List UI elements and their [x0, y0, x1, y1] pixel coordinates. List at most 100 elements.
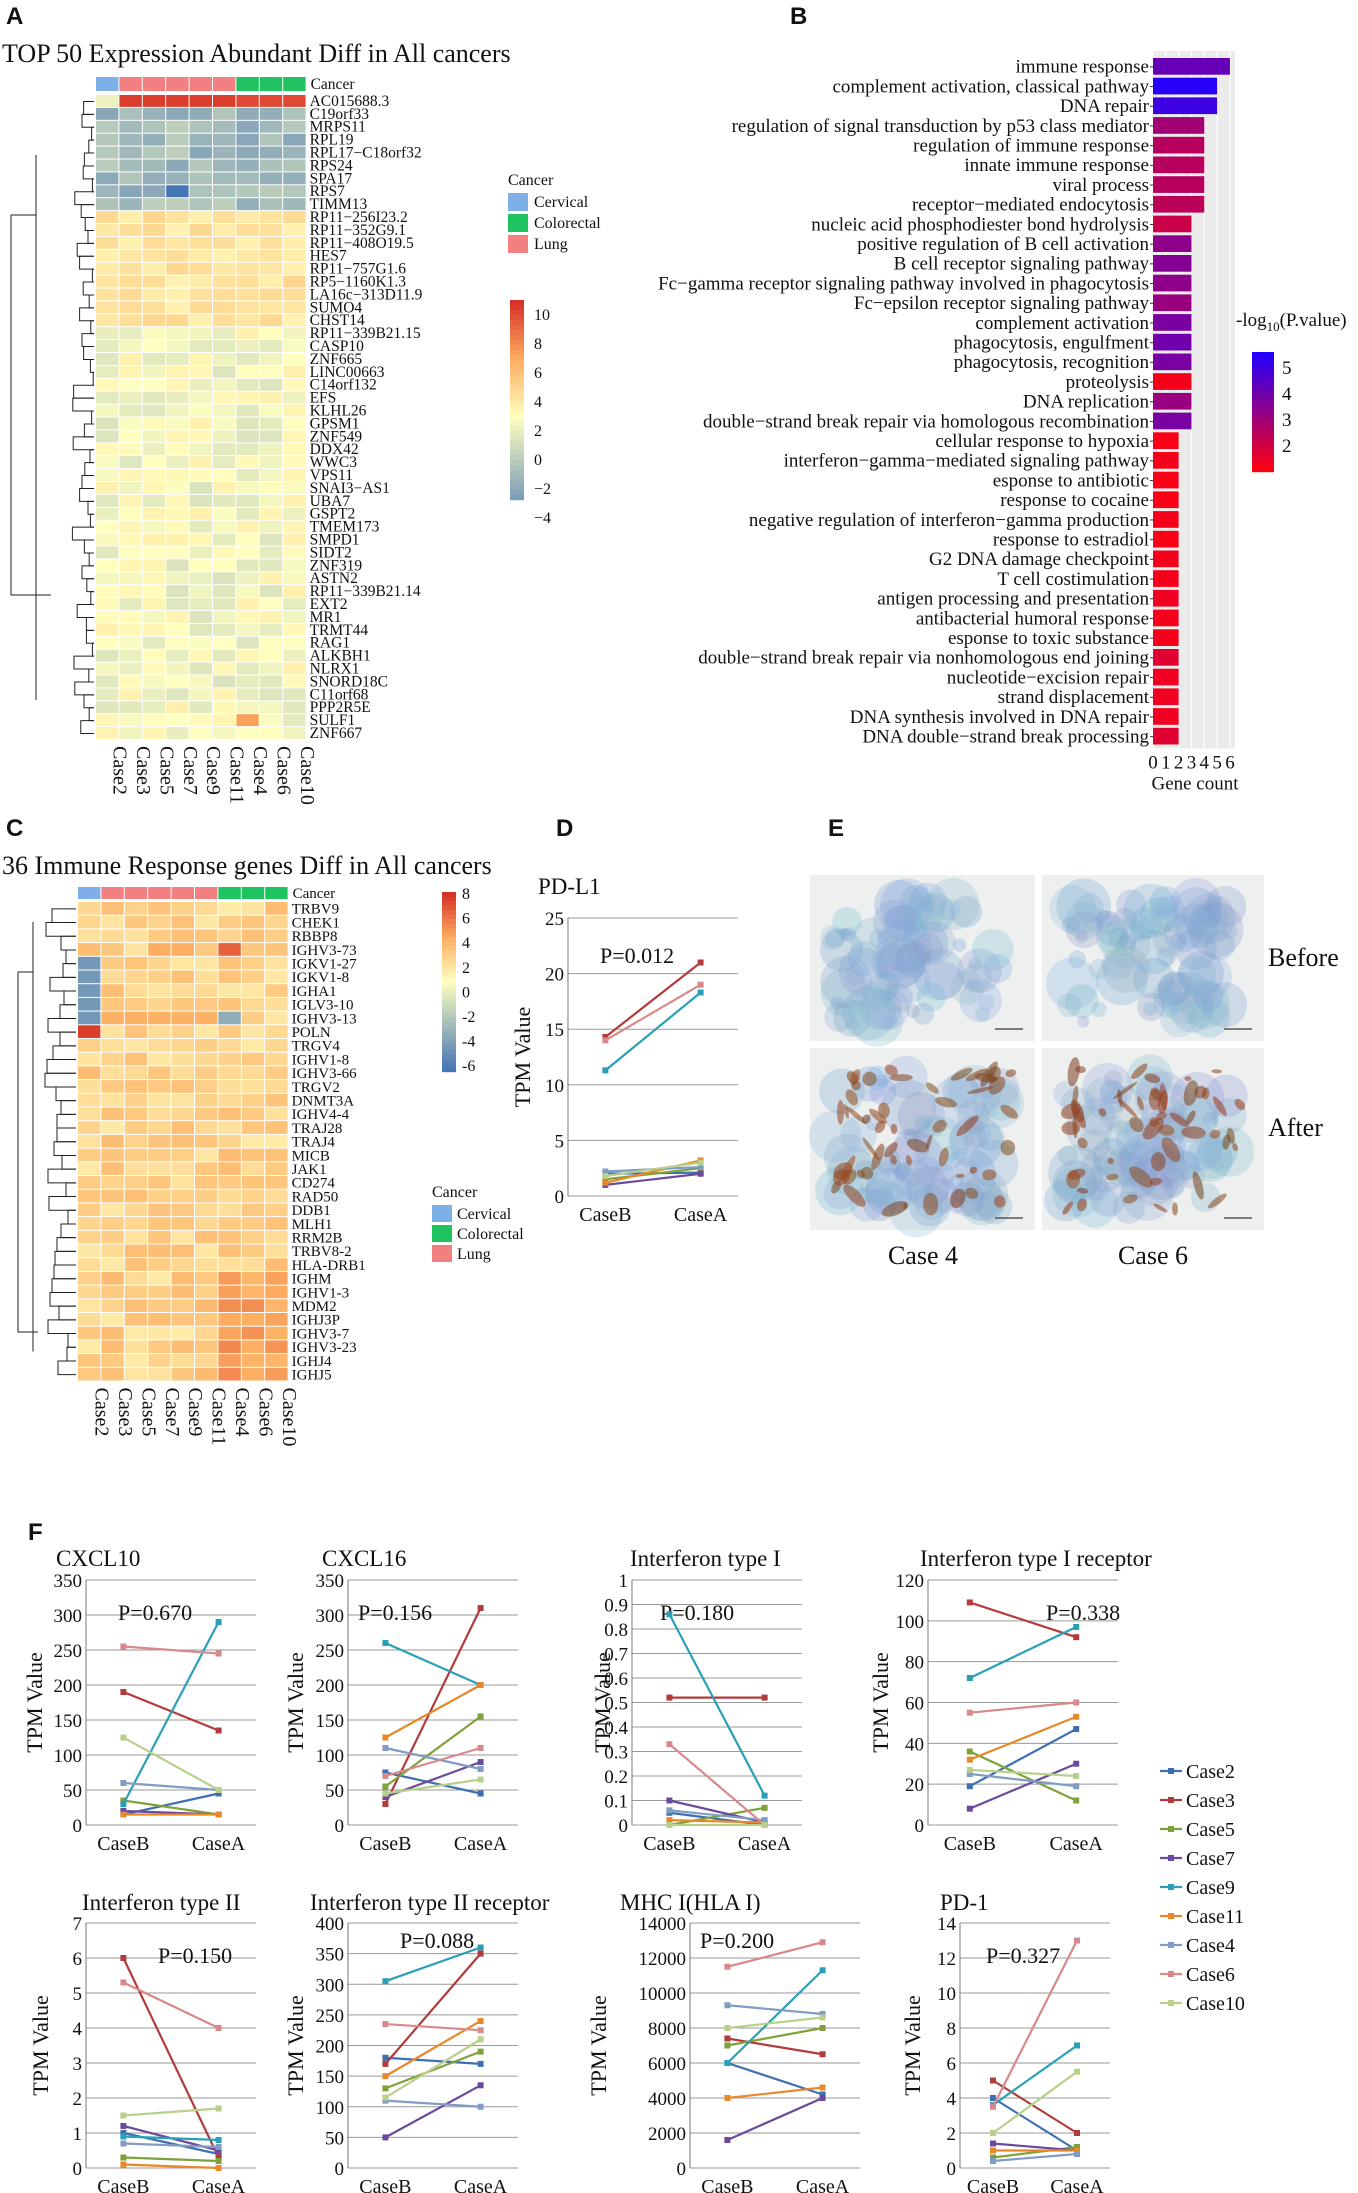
gene-label: TMEM173 — [310, 519, 380, 536]
heatmap-cell — [241, 997, 265, 1011]
heatmap-cell — [236, 714, 259, 727]
heatmap-cell — [142, 353, 166, 365]
series-case6 — [120, 1643, 222, 1657]
heatmap-cell — [189, 469, 212, 481]
heatmap-cell — [148, 1340, 171, 1354]
heatmap-cell — [142, 107, 166, 120]
gene-label: MLH1 — [292, 1217, 333, 1233]
heatmap-cell — [119, 146, 142, 159]
series-line — [123, 1799, 219, 1816]
data-point — [477, 2060, 484, 2067]
heatmap-cell — [195, 1326, 218, 1340]
heatmap-cell — [78, 1354, 101, 1367]
row-dendrogram — [10, 100, 94, 735]
heatmap-cell — [124, 1039, 148, 1052]
heatmap-cell — [119, 546, 142, 559]
gene-label: CHST14 — [310, 312, 365, 329]
heatmap-cell — [236, 340, 259, 352]
heatmap-cell — [259, 249, 283, 262]
tissue-blob — [1221, 923, 1238, 940]
heatmap-cell — [265, 1217, 288, 1230]
heatmap-cell — [124, 1134, 148, 1148]
heatmap-cell — [218, 902, 241, 915]
case-label: Case10 — [278, 1388, 300, 1447]
data-point — [382, 1790, 389, 1797]
stain-blob — [934, 1097, 958, 1108]
heatmap-cell — [119, 430, 142, 443]
heatmap-cell — [78, 1271, 101, 1285]
y-axis-title: TPM Value — [22, 1652, 47, 1752]
heatmap-cell — [119, 365, 142, 378]
colorbar-tick: 0 — [534, 452, 542, 469]
heatmap-cell — [119, 559, 142, 572]
heatmap-cell — [265, 1162, 288, 1175]
y-tick-label: 50 — [325, 1781, 344, 1802]
series-case3 — [602, 959, 704, 1040]
heatmap-cell — [218, 1080, 241, 1093]
tissue-blob — [880, 1080, 937, 1136]
heatmap-cell — [166, 572, 189, 585]
heatmap-cell — [189, 95, 212, 107]
stain-blob — [925, 1082, 939, 1094]
case-label: Case3 — [114, 1388, 136, 1437]
heatmap-cell — [119, 701, 142, 714]
chart-title: Interferon type II — [82, 1890, 240, 1915]
heatmap-cell — [189, 559, 212, 572]
data-point — [819, 2091, 826, 2098]
series-case9 — [382, 1944, 484, 1985]
y-tick-label: 80 — [905, 1653, 924, 1674]
heatmap-cell — [148, 1052, 171, 1066]
heatmap-cell — [218, 1354, 241, 1367]
colorbar-step — [1252, 442, 1274, 446]
legend-item: Case7 — [1186, 1848, 1235, 1870]
heatmap-cell — [148, 1217, 171, 1230]
data-point — [1073, 1623, 1080, 1630]
heatmap-cell — [195, 1066, 218, 1080]
data-point — [724, 2137, 731, 2143]
go-term-label: regulation of signal transduction by p53… — [732, 116, 1150, 137]
gene-label: IGHA1 — [292, 984, 337, 1000]
heatmap-cell — [218, 1244, 241, 1258]
colorbar-step — [510, 335, 524, 341]
heatmap-cell — [213, 469, 236, 481]
series-line — [669, 1819, 765, 1824]
heatmap-cell — [189, 404, 212, 417]
heatmap-cell — [189, 353, 212, 365]
gene-label: C14orf132 — [310, 377, 377, 394]
heatmap-cell — [189, 249, 212, 262]
data-point — [477, 1605, 484, 1611]
stain-blob — [1131, 1063, 1148, 1080]
heatmap-cell — [218, 1299, 241, 1312]
stain-blob — [874, 1120, 886, 1134]
dendrogram-branch — [56, 1127, 76, 1143]
data-point — [215, 2144, 222, 2150]
data-point — [477, 1950, 484, 1957]
micrograph-image — [1042, 875, 1264, 1041]
stain-blob — [1076, 1198, 1088, 1212]
data-point — [382, 2085, 389, 2092]
heatmap-cell — [119, 314, 142, 327]
heatmap-cell — [189, 520, 212, 533]
heatmap-cell — [236, 546, 259, 559]
heatmap-cell — [213, 314, 236, 327]
y-tick-label: 0 — [335, 2159, 345, 2180]
annotation-cell — [283, 77, 306, 91]
heatmap-cell — [213, 404, 236, 417]
tissue-blob — [955, 1168, 1009, 1221]
series-line — [969, 1750, 1077, 1802]
series-case10 — [382, 2036, 484, 2101]
tissue-blob — [880, 983, 898, 1001]
heatmap-cell — [166, 288, 189, 301]
data-point — [724, 2002, 731, 2009]
heatmap-cell — [96, 107, 119, 120]
heatmap-cell — [236, 314, 259, 327]
heatmap-cell — [189, 120, 212, 133]
annotation-cell — [119, 77, 142, 91]
heatmap-cell — [236, 688, 259, 701]
tissue-blob — [845, 1016, 860, 1030]
heatmap-cell — [142, 701, 166, 714]
y-tick-label: 0.5 — [604, 1694, 628, 1715]
heatmap-cell — [218, 956, 241, 970]
y-tick-label: 0 — [677, 2159, 687, 2180]
colorbar-step — [1252, 451, 1274, 455]
